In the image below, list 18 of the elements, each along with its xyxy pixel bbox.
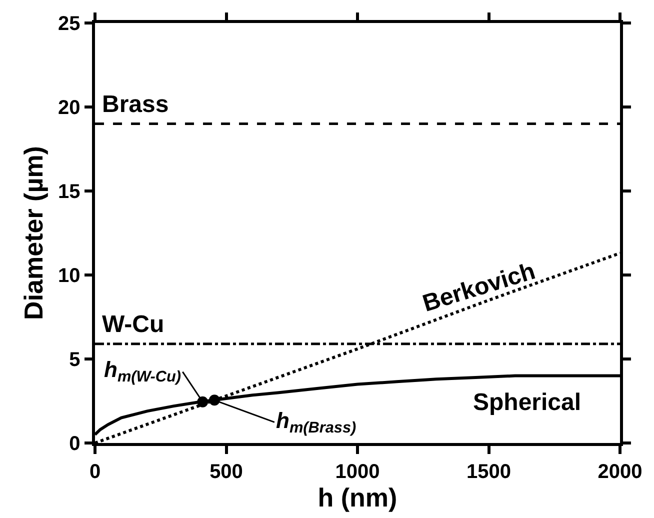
annotation: h$_{m(Brass)}$ bbox=[276, 408, 356, 437]
y-tick-label: 10 bbox=[58, 265, 80, 287]
series-label: Spherical bbox=[473, 389, 582, 416]
y-tick-label: 5 bbox=[69, 349, 80, 371]
y-tick-label: 0 bbox=[69, 433, 80, 455]
ref-line-label: W-Cu bbox=[102, 311, 164, 338]
y-tick-label: 20 bbox=[58, 97, 80, 119]
y-axis-title: Diameter (µm) bbox=[18, 146, 48, 320]
x-tick-label: 500 bbox=[210, 460, 243, 483]
x-tick-label: 1500 bbox=[466, 460, 511, 483]
x-tick-label: 0 bbox=[89, 460, 101, 483]
x-tick-label: 2000 bbox=[598, 460, 642, 483]
annotation: h$_{m(W-Cu)}$ bbox=[104, 357, 181, 386]
x-axis-title: h (nm) bbox=[318, 482, 398, 513]
ref-line-label: Brass bbox=[102, 91, 169, 118]
y-tick-label: 15 bbox=[58, 181, 80, 203]
x-tick-label: 1000 bbox=[335, 460, 380, 483]
y-tick-label: 25 bbox=[58, 13, 80, 35]
